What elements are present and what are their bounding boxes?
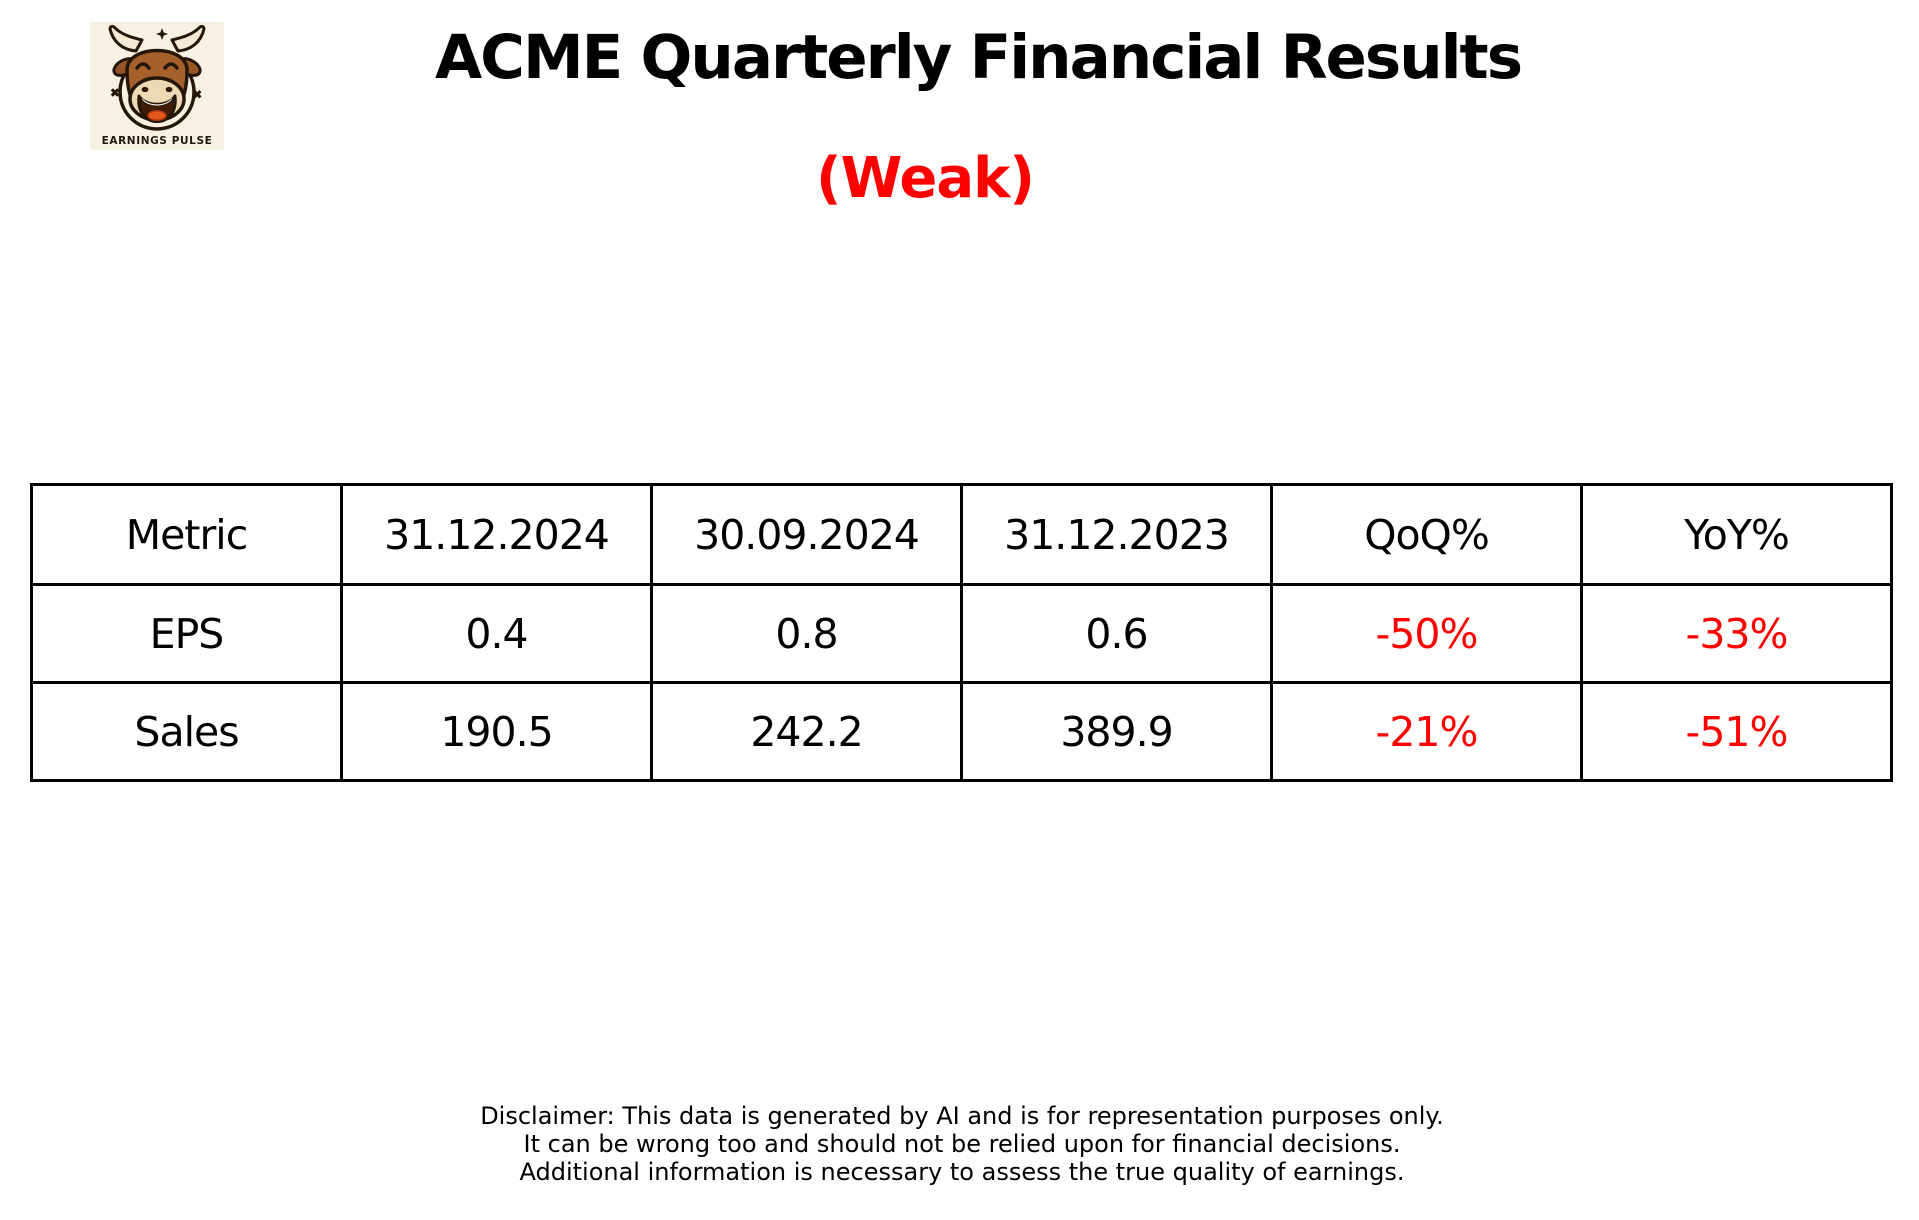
col-header-q3-2024: 30.09.2024: [650, 483, 963, 586]
cell-eps-q4-2023: 0.6: [960, 583, 1273, 684]
cell-eps-yoy: -33%: [1580, 583, 1893, 684]
financial-results-table: Metric 31.12.2024 30.09.2024 31.12.2023 …: [30, 483, 1893, 782]
col-header-yoy: YoY%: [1580, 483, 1893, 586]
verdict-subtitle: (Weak): [816, 146, 1035, 211]
disclaimer-line-2: It can be wrong too and should not be re…: [523, 1130, 1401, 1158]
bull-nostril-right: [165, 86, 173, 93]
cell-sales-qoq: -21%: [1270, 681, 1583, 782]
page-title: ACME Quarterly Financial Results: [434, 22, 1523, 93]
cell-eps-q3-2024: 0.8: [650, 583, 963, 684]
cell-sales-q3-2024: 242.2: [650, 681, 963, 782]
disclaimer-line-1: Disclaimer: This data is generated by AI…: [480, 1102, 1444, 1130]
col-header-metric: Metric: [30, 483, 343, 586]
sparkle-icon: [110, 88, 120, 97]
logo-brand-text: EARNINGS PULSE: [102, 135, 213, 147]
earnings-pulse-logo: EARNINGS PULSE: [90, 22, 224, 150]
bull-horn-left: [108, 24, 144, 53]
bull-nostril-left: [141, 86, 149, 93]
cell-sales-yoy: -51%: [1580, 681, 1893, 782]
bull-eye-right: [163, 62, 179, 70]
col-header-q4-2023: 31.12.2023: [960, 483, 1273, 586]
disclaimer-line-3: Additional information is necessary to a…: [519, 1158, 1405, 1186]
bull-tongue: [147, 109, 167, 122]
bull-teeth: [142, 98, 172, 106]
cell-eps-metric: EPS: [30, 583, 343, 684]
cell-sales-q4-2024: 190.5: [340, 681, 653, 782]
cell-sales-metric: Sales: [30, 681, 343, 782]
bull-eye-left: [135, 62, 151, 70]
cell-eps-q4-2024: 0.4: [340, 583, 653, 684]
bull-horn-right: [170, 24, 206, 53]
table-row-eps: EPS 0.4 0.8 0.6 -50% -33%: [30, 583, 1893, 684]
sparkle-icon: [193, 89, 202, 99]
table-header-row: Metric 31.12.2024 30.09.2024 31.12.2023 …: [30, 483, 1893, 586]
cell-eps-qoq: -50%: [1270, 583, 1583, 684]
bull-icon: EARNINGS PULSE: [90, 22, 224, 150]
col-header-qoq: QoQ%: [1270, 483, 1583, 586]
col-header-q4-2024: 31.12.2024: [340, 483, 653, 586]
sparkle-icon: [156, 28, 168, 40]
cell-sales-q4-2023: 389.9: [960, 681, 1273, 782]
table-row-sales: Sales 190.5 242.2 389.9 -21% -51%: [30, 681, 1893, 782]
disclaimer-text: Disclaimer: This data is generated by AI…: [362, 1102, 1562, 1186]
